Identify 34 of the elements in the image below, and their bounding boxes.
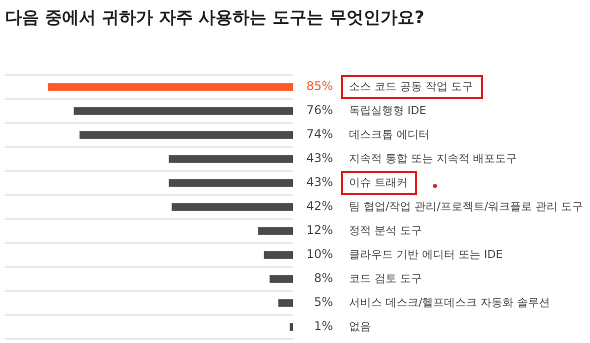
bar <box>258 227 293 235</box>
data-label: 12% <box>306 223 333 238</box>
data-label: 8% <box>314 271 333 286</box>
chart-title: 다음 중에서 귀하가 자주 사용하는 도구는 무엇인가요? <box>5 7 424 29</box>
data-label: 76% <box>306 103 333 118</box>
y-tick-label: 클라우드 기반 에디터 또는 IDE <box>349 248 503 261</box>
bar <box>74 107 293 115</box>
bar <box>172 203 293 211</box>
y-tick-label: 코드 검토 도구 <box>349 272 422 285</box>
data-label: 43% <box>306 175 333 190</box>
bar <box>168 155 293 163</box>
y-tick-label: 없음 <box>349 320 371 333</box>
bar <box>264 251 293 259</box>
data-label: 10% <box>306 247 333 262</box>
bar <box>278 299 293 307</box>
y-tick-label: 데스크톱 에디터 <box>349 128 430 141</box>
data-label: 43% <box>306 151 333 166</box>
bar <box>48 83 293 91</box>
bar <box>290 323 293 331</box>
y-tick-label: 팀 협업/작업 관리/프로젝트/워크플로 관리 도구 <box>349 200 584 213</box>
bar <box>270 275 293 283</box>
data-label: 1% <box>314 319 333 334</box>
y-tick-label: 소스 코드 공동 작업 도구 <box>349 80 473 93</box>
y-tick-label: 지속적 통합 또는 지속적 배포도구 <box>349 152 517 165</box>
bar <box>80 131 293 139</box>
bar <box>168 179 293 187</box>
y-tick-label: 서비스 데스크/헬프데스크 자동화 솔루션 <box>349 296 550 309</box>
y-tick-label: 독립실행형 IDE <box>349 104 426 117</box>
data-label: 74% <box>306 127 333 142</box>
y-tick-label: 이슈 트래커 <box>349 176 408 189</box>
data-label: 5% <box>314 295 333 310</box>
data-label: 85% <box>306 79 333 94</box>
data-label: 42% <box>306 199 333 214</box>
y-tick-label: 정적 분석 도구 <box>349 224 422 237</box>
